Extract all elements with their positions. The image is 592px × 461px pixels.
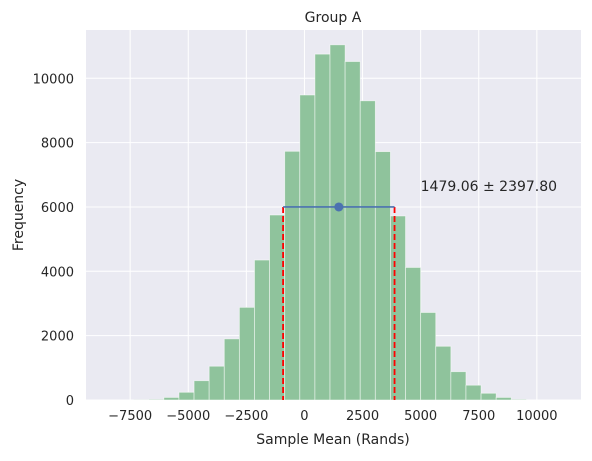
y-tick-label: 6000 [41, 201, 74, 216]
histogram-bar [239, 307, 254, 400]
histogram-bar [511, 399, 526, 400]
histogram-bar [300, 95, 315, 400]
mean-marker [334, 202, 343, 211]
histogram-bar [149, 399, 164, 400]
histogram-bar [496, 397, 511, 400]
x-tick-label: 5000 [404, 409, 437, 424]
histogram-bar [451, 372, 466, 400]
y-axis-label: Frequency [11, 179, 27, 251]
y-tick-label: 0 [66, 394, 74, 409]
y-tick-label: 2000 [41, 330, 74, 345]
histogram-bar [285, 151, 300, 400]
histogram-bar [360, 101, 375, 400]
x-tick-label: 10000 [516, 409, 557, 424]
y-tick-labels: 0 2000 4000 6000 8000 10000 [33, 72, 74, 409]
histogram-bar [466, 385, 481, 400]
histogram-bar [421, 312, 436, 400]
y-tick-label: 4000 [41, 265, 74, 280]
y-tick-label: 10000 [33, 72, 74, 87]
histogram-bar [390, 216, 405, 400]
histogram-bar [375, 152, 390, 400]
x-tick-label: −5000 [166, 409, 210, 424]
x-tick-label: 0 [300, 409, 308, 424]
x-tick-labels: −7500 −5000 −2500 0 2500 5000 7500 10000 [108, 409, 557, 424]
histogram-bar [436, 346, 451, 400]
chart-title: Group A [305, 10, 362, 26]
histogram-bar [315, 54, 330, 400]
histogram-bar [345, 62, 360, 400]
x-tick-label: 2500 [346, 409, 379, 424]
x-axis-label: Sample Mean (Rands) [256, 432, 410, 448]
mean-std-annotation: 1479.06 ± 2397.80 [421, 179, 557, 195]
x-tick-label: −2500 [224, 409, 268, 424]
histogram-bar [194, 381, 209, 400]
histogram-bar [224, 339, 239, 400]
histogram-bar [179, 392, 194, 400]
x-tick-label: 7500 [462, 409, 495, 424]
x-tick-label: −7500 [108, 409, 152, 424]
histogram-bar [164, 397, 179, 400]
histogram-bar [481, 393, 496, 400]
y-tick-label: 8000 [41, 137, 74, 152]
histogram-bar [254, 260, 269, 400]
histogram-bar [406, 267, 421, 400]
histogram-bar [209, 366, 224, 400]
histogram-bar [330, 45, 345, 400]
